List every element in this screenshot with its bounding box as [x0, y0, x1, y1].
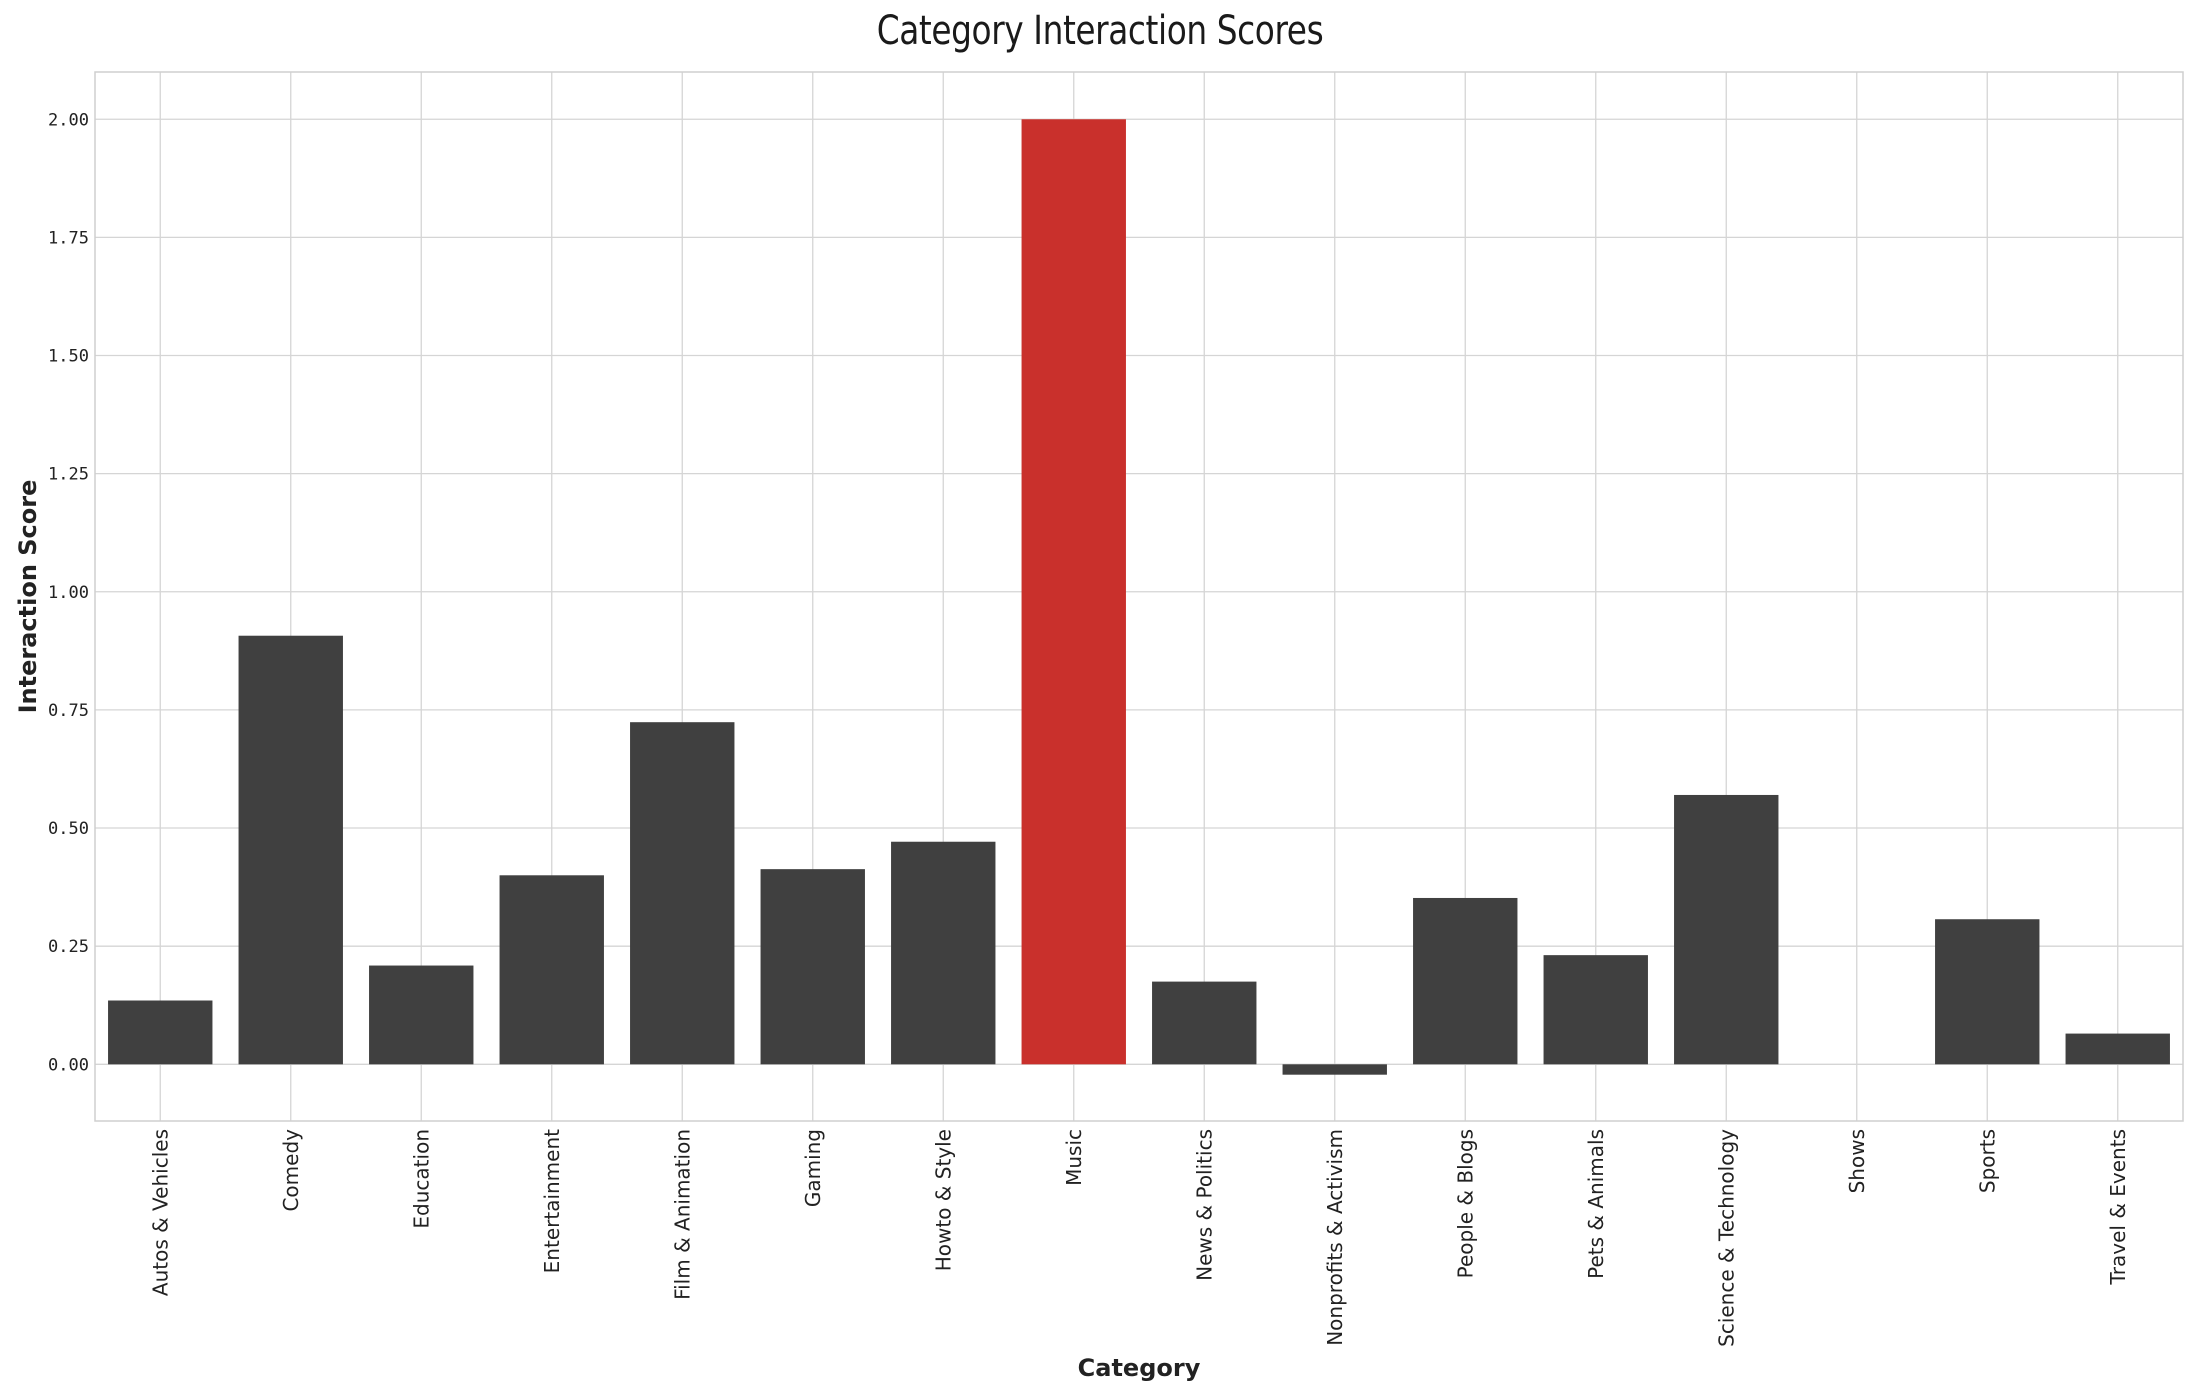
x-tick-label: Shows [1845, 1129, 1869, 1193]
x-axis-label: Category [1078, 1354, 1201, 1382]
x-tick-label: Comedy [279, 1129, 303, 1212]
bar-howto-style [891, 841, 996, 1065]
bar-music [1021, 119, 1126, 1065]
y-tick-labels: 0.00 0.25 0.50 0.75 1.00 1.25 1.50 1.75 2.00 [48, 110, 89, 1075]
plot-frame [94, 71, 2184, 1122]
x-tick-label: Music [1062, 1129, 1086, 1186]
x-tick-label: Science & Technology [1714, 1129, 1738, 1347]
y-tick-label: 0.25 [48, 937, 89, 957]
bar-nonprofits-activism [1282, 1064, 1387, 1075]
x-tick-label: Nonprofits & Activism [1323, 1129, 1347, 1346]
bar-comedy [238, 635, 343, 1065]
x-tick-label: Sports [1975, 1129, 1999, 1193]
bar-entertainment [499, 875, 604, 1065]
x-tick-label: Pets & Animals [1584, 1129, 1608, 1279]
bar-science-technology [1674, 794, 1779, 1065]
grid-layer [95, 72, 2183, 1121]
y-axis-label: Interaction Score [14, 480, 42, 714]
chart-title: Category Interaction Scores [876, 8, 1324, 54]
x-tick-label: Film & Animation [670, 1129, 694, 1300]
x-tick-label: Entertainment [540, 1129, 564, 1273]
bar-news-politics [1152, 981, 1257, 1065]
x-tick-label: News & Politics [1192, 1129, 1216, 1281]
bar-pets-animals [1543, 955, 1648, 1065]
x-tick-label: Education [409, 1129, 433, 1229]
y-tick-label: 1.00 [48, 583, 89, 603]
x-tick-label: Autos & Vehicles [148, 1129, 172, 1296]
bar-people-blogs [1413, 897, 1518, 1065]
y-tick-label: 0.75 [48, 701, 89, 721]
x-tick-label: Gaming [801, 1129, 825, 1207]
y-tick-label: 1.25 [48, 465, 89, 485]
bar-layer [108, 119, 2170, 1075]
x-tick-label: People & Blogs [1453, 1129, 1477, 1278]
y-tick-label: 0.00 [48, 1055, 89, 1075]
bar-autos-vehicles [108, 1000, 213, 1065]
bar-sports [1935, 919, 2040, 1065]
x-tick-label: Howto & Style [931, 1129, 955, 1271]
x-tick-label: Travel & Events [2106, 1129, 2130, 1285]
y-tick-label: 2.00 [48, 110, 89, 130]
y-tick-label: 1.75 [48, 228, 89, 248]
y-tick-label: 1.50 [48, 347, 89, 367]
x-tick-labels: Autos & Vehicles Comedy Education Entertain… [148, 1129, 2130, 1347]
bar-gaming [760, 869, 865, 1065]
bar-film-animation [630, 722, 735, 1065]
bar-travel-events [2065, 1033, 2170, 1065]
bar-education [369, 965, 474, 1065]
y-tick-label: 0.50 [48, 819, 89, 839]
